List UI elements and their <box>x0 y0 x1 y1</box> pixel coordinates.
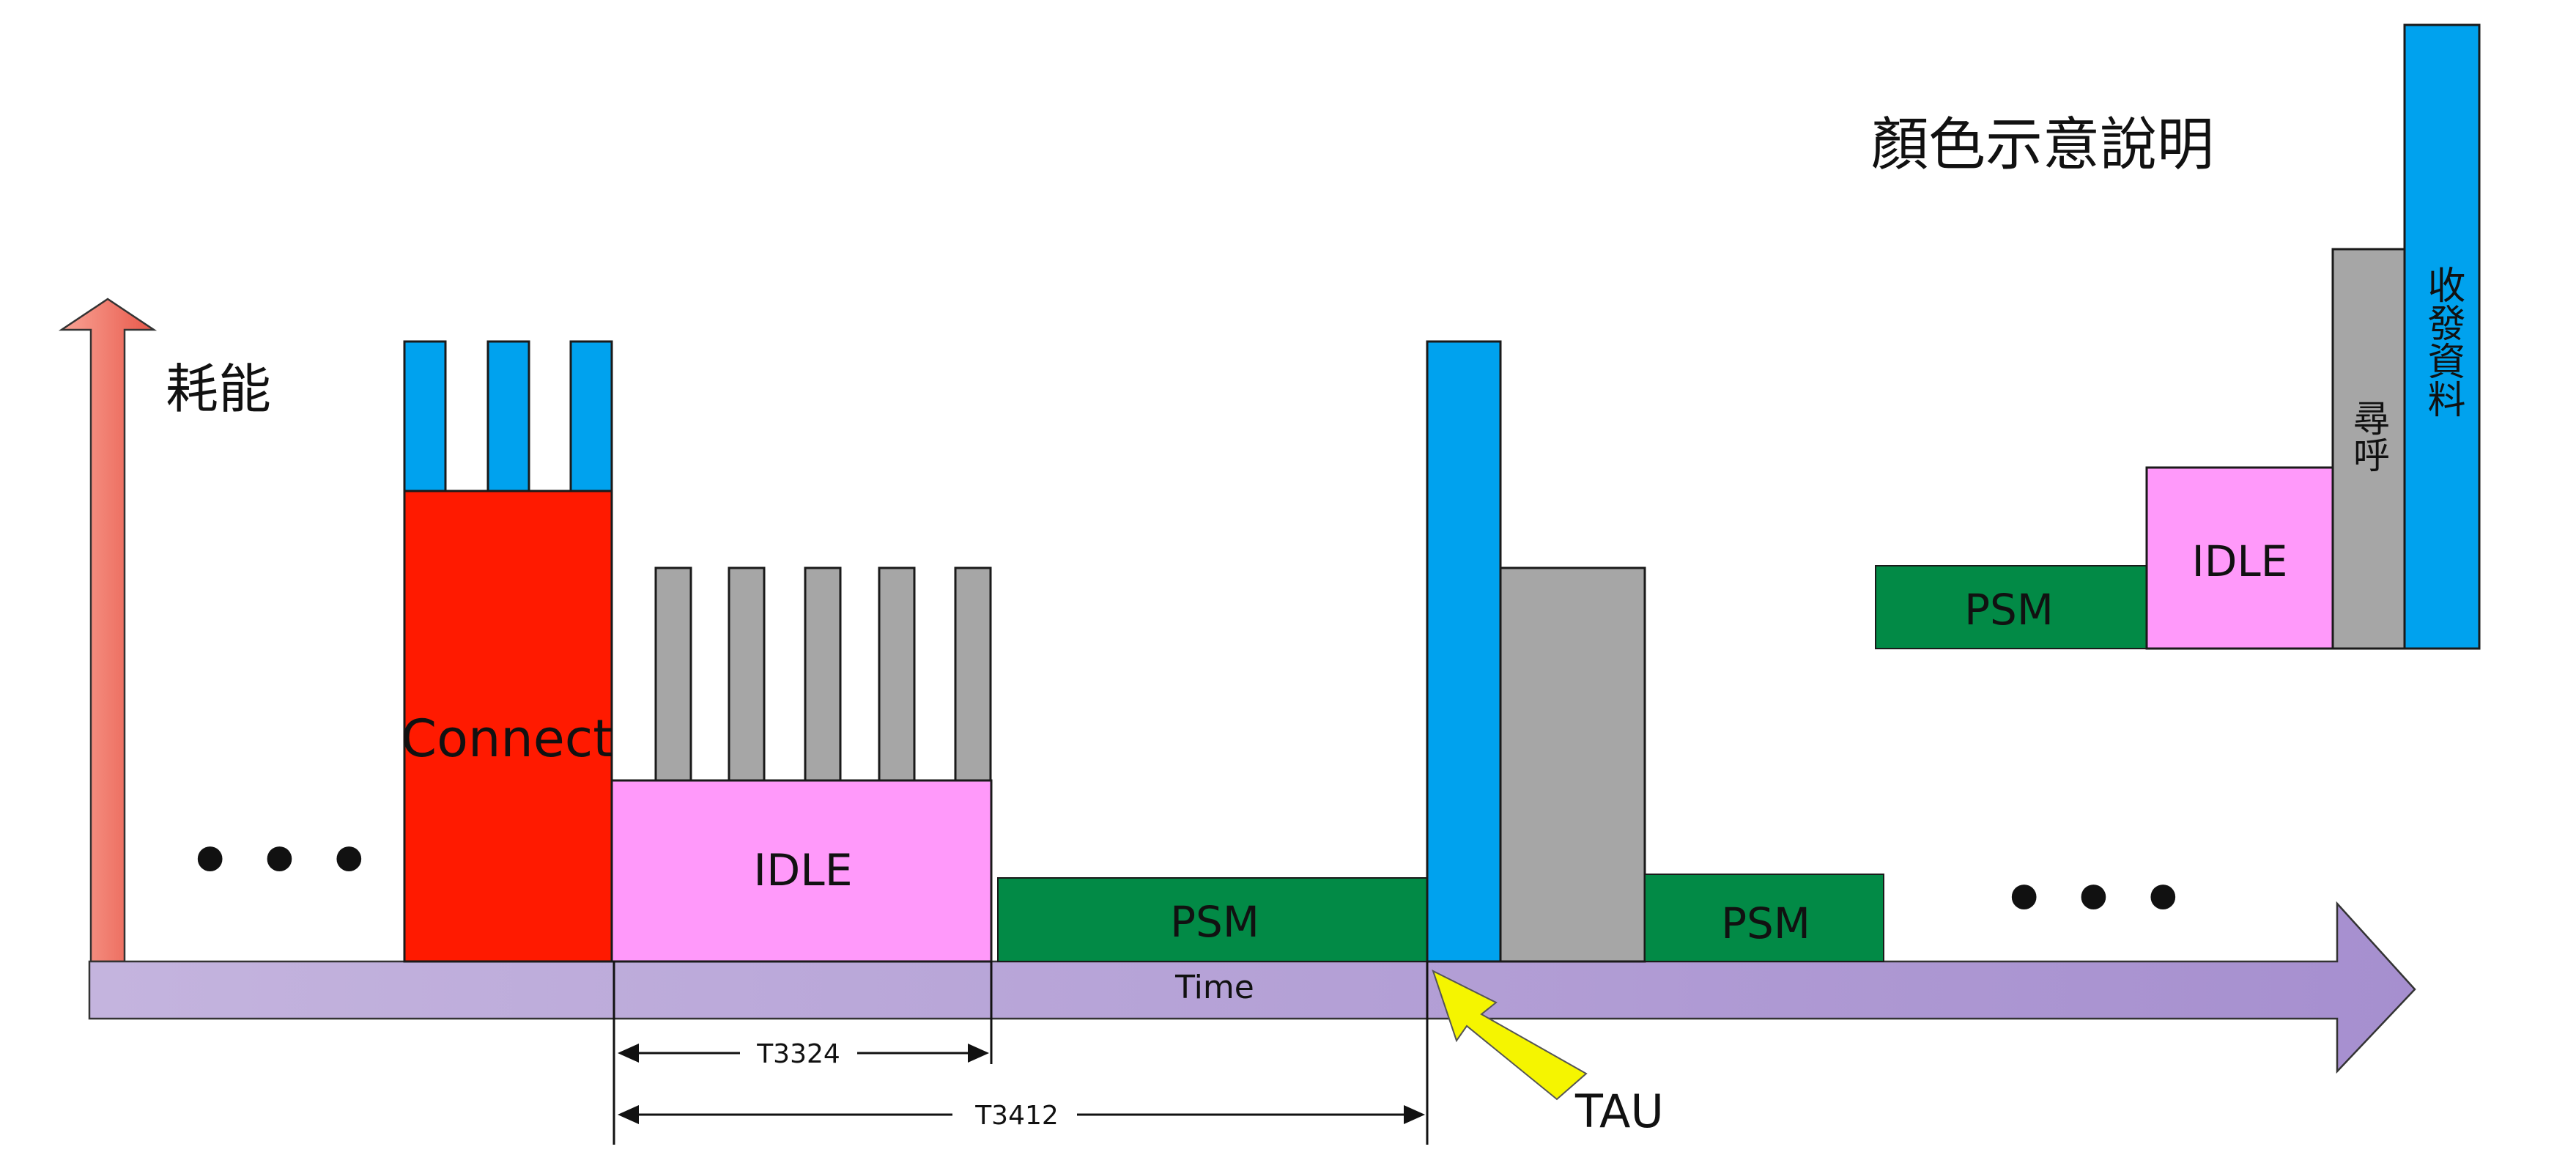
t3412-right-arrowhead <box>1404 1105 1425 1124</box>
paging-bar <box>954 566 992 782</box>
ellipsis-right: • • • <box>2002 858 2185 940</box>
psm-label: PSM <box>1170 897 1259 947</box>
time-axis-arrow <box>88 901 2416 1074</box>
time-axis-label: Time <box>1174 969 1254 1006</box>
legend-data-swatch <box>2403 23 2481 650</box>
legend-psm-label: PSM <box>1964 585 2054 635</box>
t3324-label: T3324 <box>756 1039 840 1069</box>
t3324-left-arrowhead <box>618 1044 639 1063</box>
data-bar <box>403 340 447 492</box>
idle-block <box>610 779 993 963</box>
power-axis-label: 耗能 <box>166 358 271 420</box>
t3412-label: T3412 <box>974 1101 1059 1131</box>
psm-label: PSM <box>1721 898 1810 948</box>
connect-label: Connect <box>401 709 612 769</box>
legend-paging-label: 尋呼 <box>2347 399 2390 473</box>
legend-data-label: 收發資料 <box>2421 265 2465 418</box>
t3412-left-arrowhead <box>618 1105 639 1124</box>
timer-markers <box>612 961 1429 1145</box>
data-bar <box>569 340 613 492</box>
tau-data-bar <box>1426 340 1502 963</box>
legend: 顏色示意說明 PSM IDLE 尋呼 收發資料 <box>1871 23 2481 650</box>
paging-bar <box>654 566 692 782</box>
paging-bar <box>728 566 766 782</box>
legend-idle-label: IDLE <box>2192 536 2288 586</box>
idle-label: IDLE <box>753 845 852 896</box>
legend-title: 顏色示意說明 <box>1871 112 2214 178</box>
legend-idle-swatch <box>2145 466 2334 650</box>
ellipsis-left: • • • <box>188 820 371 902</box>
paging-bar <box>804 566 842 782</box>
power-axis-arrow <box>58 298 158 963</box>
data-bar <box>486 340 530 492</box>
tau-arrow <box>1432 970 1588 1101</box>
legend-paging-swatch <box>2331 248 2406 650</box>
tau-label: TAU <box>1574 1085 1664 1138</box>
tau-paging-block <box>1499 566 1646 963</box>
t3324-right-arrowhead <box>968 1044 989 1063</box>
psm-block <box>1644 874 1884 962</box>
connect-block <box>403 490 613 963</box>
paging-bar <box>878 566 916 782</box>
legend-psm-swatch <box>1875 565 2147 649</box>
